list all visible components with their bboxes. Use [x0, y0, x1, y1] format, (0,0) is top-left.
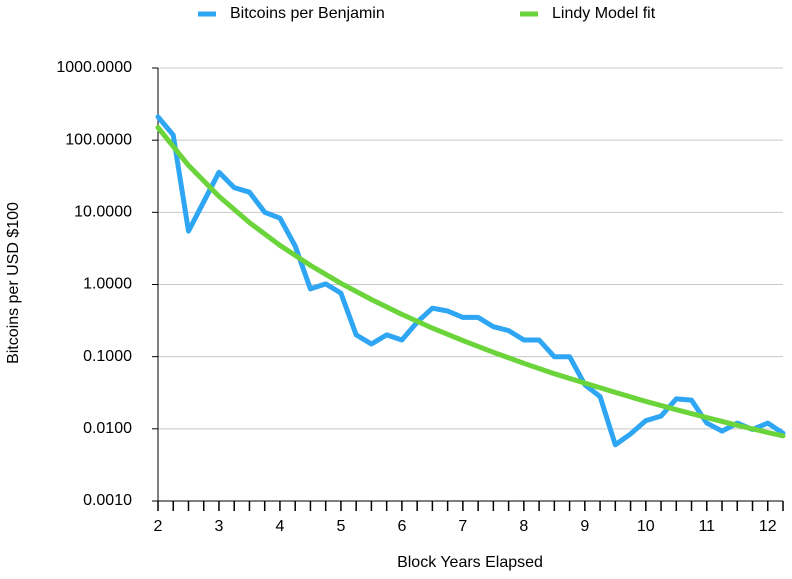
x-tick-label: 11: [698, 518, 715, 535]
y-tick-label: 0.1000: [83, 348, 132, 365]
x-tick-label: 12: [759, 518, 777, 535]
y-tick-label: 0.0100: [83, 420, 132, 437]
y-tick-label: 1000.0000: [56, 59, 132, 76]
y-tick-label: 1.0000: [83, 276, 132, 293]
y-tick-label: 0.0010: [83, 492, 132, 509]
x-tick-label: 6: [397, 518, 406, 535]
series-line: [155, 125, 786, 439]
x-tick-label: 8: [519, 518, 528, 535]
x-tick-label: 4: [275, 518, 284, 535]
x-tick-label: 2: [154, 518, 163, 535]
y-tick-label: 100.0000: [65, 131, 132, 148]
y-axis-label: Bitcoins per USD $100: [5, 202, 22, 364]
x-tick-label: 5: [336, 518, 345, 535]
x-tick-label: 10: [637, 518, 655, 535]
legend-label: Bitcoins per Benjamin: [230, 5, 385, 22]
x-axis-label: Block Years Elapsed: [397, 554, 543, 571]
y-tick-label: 10.0000: [74, 204, 132, 221]
legend-label: Lindy Model fit: [552, 5, 656, 22]
x-tick-label: 3: [215, 518, 224, 535]
x-tick-label: 7: [458, 518, 467, 535]
series-line: [155, 114, 786, 448]
x-tick-label: 9: [580, 518, 589, 535]
